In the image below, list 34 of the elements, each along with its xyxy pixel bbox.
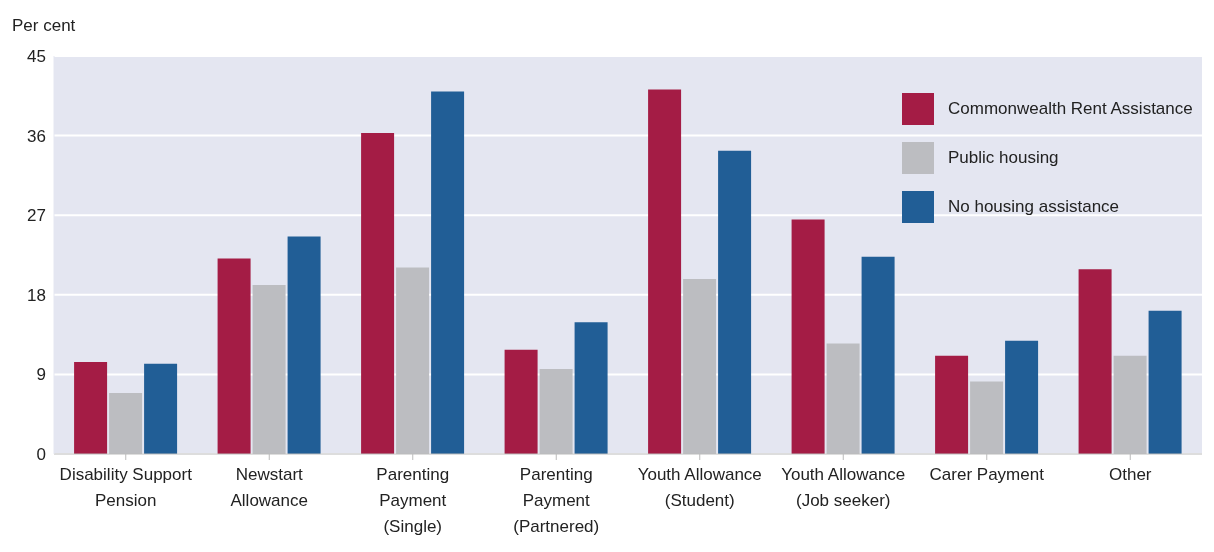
bar: [504, 349, 538, 454]
bar: [791, 219, 825, 454]
bar: [287, 236, 321, 454]
legend-label: Commonwealth Rent Assistance: [948, 98, 1193, 119]
y-axis-title: Per cent: [12, 16, 76, 36]
bar: [1005, 340, 1039, 454]
y-tick-label: 9: [36, 365, 46, 385]
bar: [718, 150, 752, 454]
x-tick-label: Other: [1108, 465, 1152, 484]
x-tick-label: Parenting Payment (Single): [376, 465, 450, 536]
bar: [935, 355, 969, 454]
x-tick-label: Youth Allowance (Student): [637, 465, 762, 510]
y-tick-label: 45: [27, 47, 46, 67]
bar: [431, 91, 465, 454]
bar: [361, 132, 395, 454]
x-tick-label: Carer Payment: [929, 465, 1045, 484]
bar: [74, 362, 108, 454]
legend-label: Public housing: [948, 147, 1059, 168]
bar: [648, 89, 682, 454]
x-tick-label: Parenting Payment (Partnered): [513, 465, 600, 536]
x-tick-label: Youth Allowance (Job seeker): [781, 465, 906, 510]
y-tick-label: 27: [27, 206, 46, 226]
legend-label: No housing assistance: [948, 196, 1120, 217]
bar: [861, 256, 895, 454]
y-tick-label: 18: [27, 285, 46, 305]
bar: [574, 322, 608, 454]
x-tick-label: Newstart Allowance: [230, 465, 308, 510]
y-tick-label: 0: [36, 445, 46, 465]
bar: [217, 258, 251, 454]
x-tick-label: Disability Support Pension: [59, 465, 193, 510]
bar: [1078, 269, 1112, 454]
y-tick-label: 36: [27, 126, 46, 146]
bar: [144, 363, 178, 454]
bar: [1148, 310, 1182, 454]
